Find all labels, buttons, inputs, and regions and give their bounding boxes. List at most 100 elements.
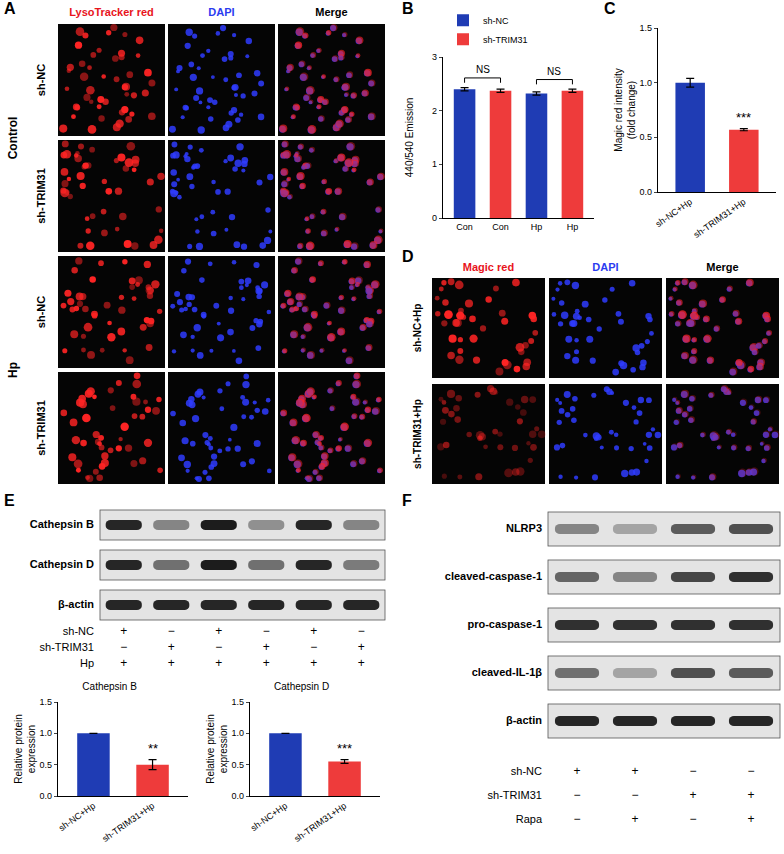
svg-text:+: + bbox=[747, 812, 754, 826]
svg-text:sh-TRIM31+Hp: sh-TRIM31+Hp bbox=[100, 801, 156, 844]
svg-text:+: + bbox=[263, 656, 270, 670]
svg-text:−: − bbox=[747, 764, 754, 778]
svg-text:***: *** bbox=[337, 741, 352, 756]
svg-text:0.0: 0.0 bbox=[639, 187, 652, 197]
svg-text:sh-NC+Hp: sh-NC+Hp bbox=[57, 801, 97, 833]
svg-text:+: + bbox=[631, 764, 638, 778]
svg-text:sh-TRIM31: sh-TRIM31 bbox=[35, 168, 47, 224]
svg-text:0.5: 0.5 bbox=[639, 132, 652, 142]
svg-text:+: + bbox=[310, 656, 317, 670]
svg-text:1.5: 1.5 bbox=[639, 23, 652, 33]
svg-text:+: + bbox=[573, 764, 580, 778]
svg-text:sh-TRIM31: sh-TRIM31 bbox=[488, 789, 542, 801]
svg-text:sh-NC: sh-NC bbox=[35, 64, 47, 96]
svg-text:+: + bbox=[358, 656, 365, 670]
svg-text:+: + bbox=[168, 640, 175, 654]
svg-text:−: − bbox=[263, 624, 270, 638]
svg-text:NS: NS bbox=[476, 64, 490, 75]
svg-text:Con: Con bbox=[492, 222, 509, 232]
svg-text:NS: NS bbox=[547, 66, 561, 77]
svg-text:Cathepsin B: Cathepsin B bbox=[30, 518, 94, 530]
svg-text:0.0: 0.0 bbox=[231, 791, 244, 801]
svg-text:Cathepsin D: Cathepsin D bbox=[30, 558, 94, 570]
svg-text:3: 3 bbox=[432, 52, 437, 62]
svg-text:+: + bbox=[631, 812, 638, 826]
svg-text:0.0: 0.0 bbox=[39, 791, 52, 801]
svg-text:Merge: Merge bbox=[706, 261, 738, 273]
svg-text:1.0: 1.0 bbox=[639, 78, 652, 88]
svg-text:A: A bbox=[4, 0, 16, 17]
svg-text:cleaved-IL-1β: cleaved-IL-1β bbox=[472, 666, 543, 678]
svg-text:Control: Control bbox=[6, 117, 20, 160]
svg-text:sh-NC: sh-NC bbox=[483, 16, 509, 26]
svg-text:+: + bbox=[215, 656, 222, 670]
svg-text:+: + bbox=[747, 788, 754, 802]
svg-text:DAPI: DAPI bbox=[208, 6, 234, 18]
svg-text:0: 0 bbox=[432, 213, 437, 223]
svg-text:Merge: Merge bbox=[315, 6, 347, 18]
svg-text:2: 2 bbox=[432, 106, 437, 116]
svg-text:Relative proteinexpression: Relative proteinexpression bbox=[205, 714, 229, 783]
svg-text:Hp: Hp bbox=[567, 222, 579, 232]
svg-text:Relative proteinexpression: Relative proteinexpression bbox=[13, 714, 37, 783]
svg-text:+: + bbox=[120, 624, 127, 638]
svg-text:Hp: Hp bbox=[531, 222, 543, 232]
svg-text:sh-TRIM31: sh-TRIM31 bbox=[40, 641, 94, 653]
svg-text:+: + bbox=[215, 624, 222, 638]
svg-text:sh-TRIM31+Hp: sh-TRIM31+Hp bbox=[412, 399, 423, 469]
svg-text:−: − bbox=[215, 640, 222, 654]
svg-text:+: + bbox=[120, 656, 127, 670]
svg-text:Magic red intensity(fold chang: Magic red intensity(fold change) bbox=[613, 68, 637, 151]
svg-text:+: + bbox=[310, 624, 317, 638]
svg-text:β-actin: β-actin bbox=[506, 714, 542, 726]
svg-text:0.5: 0.5 bbox=[39, 760, 52, 770]
svg-text:−: − bbox=[689, 764, 696, 778]
svg-text:sh-NC+Hp: sh-NC+Hp bbox=[249, 801, 289, 833]
svg-text:−: − bbox=[358, 624, 365, 638]
svg-text:Cathepsin B: Cathepsin B bbox=[82, 681, 137, 692]
svg-text:**: ** bbox=[148, 741, 158, 756]
svg-text:C: C bbox=[604, 0, 616, 17]
svg-text:B: B bbox=[402, 0, 414, 17]
svg-text:***: *** bbox=[736, 110, 751, 125]
svg-text:−: − bbox=[573, 812, 580, 826]
svg-text:+: + bbox=[358, 640, 365, 654]
svg-text:sh-NC: sh-NC bbox=[63, 625, 94, 637]
svg-text:−: − bbox=[310, 640, 317, 654]
svg-text:+: + bbox=[689, 788, 696, 802]
svg-text:1.0: 1.0 bbox=[39, 728, 52, 738]
svg-text:+: + bbox=[168, 656, 175, 670]
svg-text:D: D bbox=[402, 248, 414, 265]
svg-text:−: − bbox=[168, 624, 175, 638]
svg-text:sh-TRIM31+Hp: sh-TRIM31+Hp bbox=[692, 197, 748, 240]
svg-text:LysoTracker red: LysoTracker red bbox=[69, 6, 154, 18]
svg-text:NLRP3: NLRP3 bbox=[506, 522, 542, 534]
svg-text:Magic red: Magic red bbox=[463, 261, 514, 273]
svg-text:0.5: 0.5 bbox=[231, 760, 244, 770]
svg-text:Hp: Hp bbox=[80, 657, 94, 669]
svg-text:sh-TRIM31: sh-TRIM31 bbox=[483, 35, 528, 45]
svg-text:Rapa: Rapa bbox=[516, 813, 543, 825]
svg-text:−: − bbox=[689, 812, 696, 826]
svg-text:β-actin: β-actin bbox=[58, 598, 94, 610]
svg-text:F: F bbox=[402, 492, 412, 509]
svg-text:E: E bbox=[4, 492, 15, 509]
svg-text:Con: Con bbox=[456, 222, 473, 232]
svg-text:Cathepsin D: Cathepsin D bbox=[274, 681, 329, 692]
svg-text:DAPI: DAPI bbox=[592, 261, 618, 273]
svg-text:−: − bbox=[120, 640, 127, 654]
svg-text:1: 1 bbox=[432, 159, 437, 169]
svg-text:pro-caspase-1: pro-caspase-1 bbox=[467, 618, 542, 630]
svg-text:1.5: 1.5 bbox=[39, 697, 52, 707]
svg-text:sh-NC+Hp: sh-NC+Hp bbox=[654, 197, 694, 229]
svg-text:+: + bbox=[263, 640, 270, 654]
svg-text:sh-NC+Hp: sh-NC+Hp bbox=[412, 304, 423, 353]
svg-text:sh-NC: sh-NC bbox=[511, 765, 542, 777]
svg-text:cleaved-caspase-1: cleaved-caspase-1 bbox=[445, 570, 542, 582]
svg-text:1.5: 1.5 bbox=[231, 697, 244, 707]
svg-text:440/540 Emission: 440/540 Emission bbox=[404, 98, 415, 178]
svg-text:sh-NC: sh-NC bbox=[35, 296, 47, 328]
svg-text:1.0: 1.0 bbox=[231, 728, 244, 738]
svg-text:sh-TRIM31+Hp: sh-TRIM31+Hp bbox=[292, 801, 348, 844]
svg-text:−: − bbox=[631, 788, 638, 802]
